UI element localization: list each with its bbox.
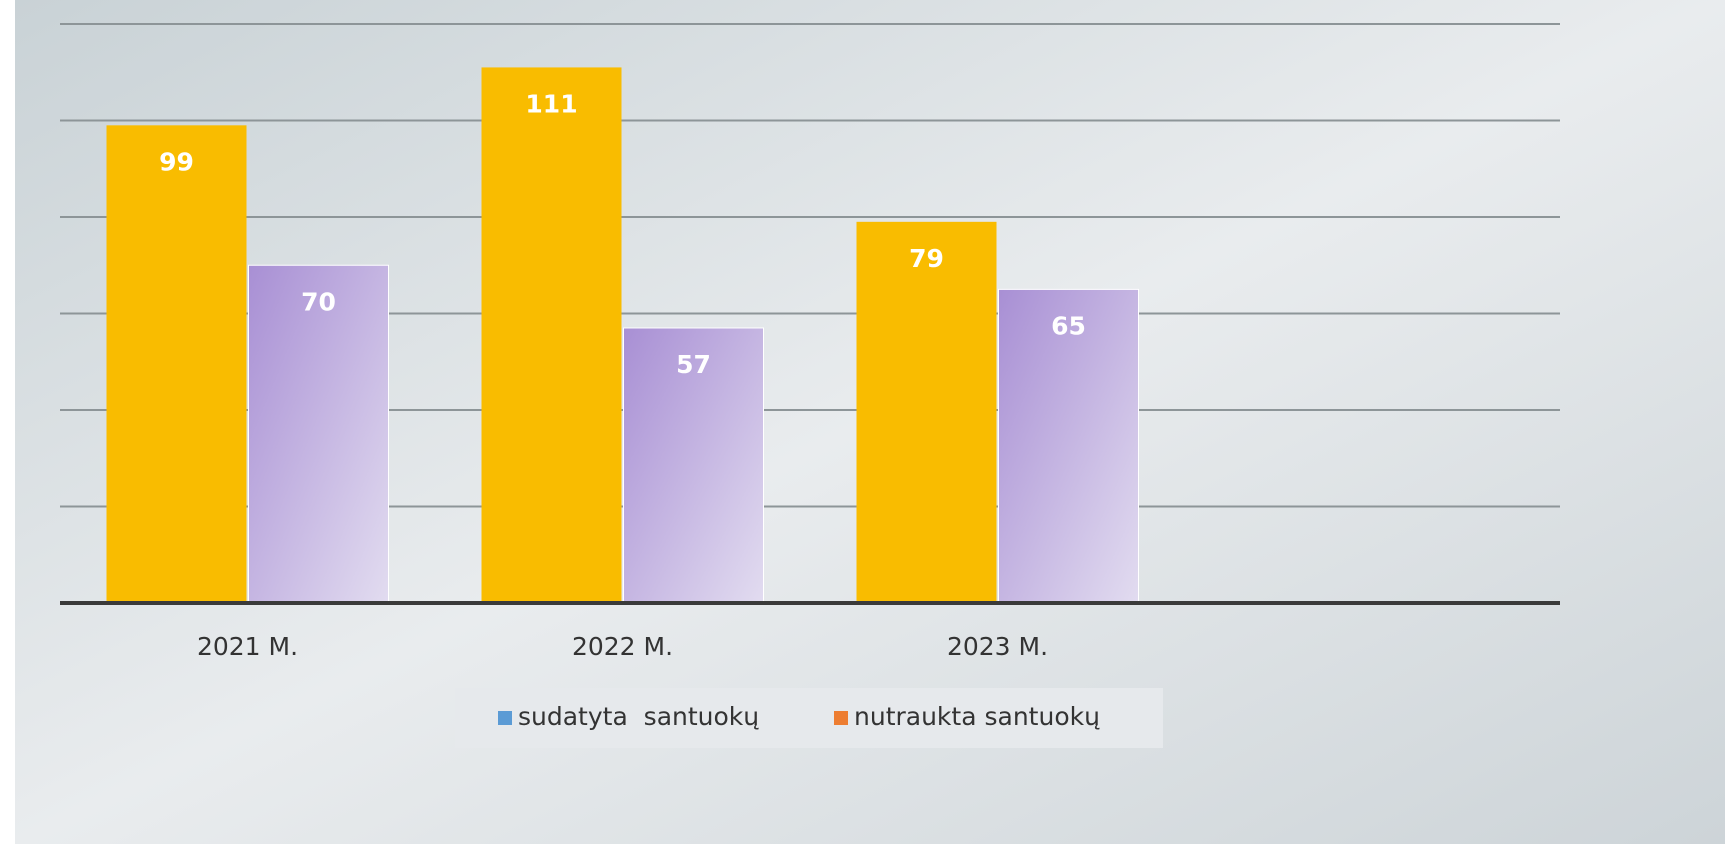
data-label: 99 [159,147,194,176]
data-label: 65 [1051,311,1086,340]
legend-box [455,688,1163,748]
bar [481,67,622,604]
data-label: 70 [301,287,336,316]
legend-swatch [834,711,848,725]
bar [623,327,764,604]
legend-label: sudatyta santuokų [518,702,759,731]
data-label: 111 [525,89,577,118]
legend-label: nutraukta santuokų [854,702,1100,731]
x-tick-label: 2022 M. [572,632,673,661]
x-tick-label: 2021 M. [197,632,298,661]
data-label: 57 [676,350,711,379]
bar [856,221,997,603]
bar [106,125,247,603]
bar [998,288,1139,604]
x-tick-label: 2023 M. [947,632,1048,661]
data-label: 79 [909,244,944,273]
legend-swatch [498,711,512,725]
bar [248,264,389,604]
